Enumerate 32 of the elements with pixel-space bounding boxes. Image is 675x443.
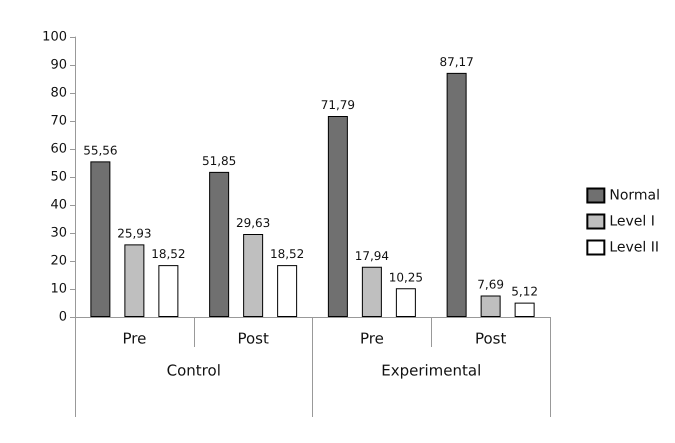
y-tick-label: 30 xyxy=(50,226,67,240)
data-label: 51,85 xyxy=(202,154,236,168)
x-tick-label: Pre xyxy=(360,330,384,348)
y-tick-label: 80 xyxy=(50,86,67,100)
data-label: 17,94 xyxy=(354,248,390,263)
x-tick-label: Post xyxy=(474,330,506,348)
data-label: 10,25 xyxy=(388,270,424,284)
y-tick-label: 40 xyxy=(50,198,67,212)
x-tick-label: Pre xyxy=(122,330,146,348)
y-tick-label: 10 xyxy=(50,282,67,296)
y-tick-label: 70 xyxy=(50,114,67,128)
data-label: 7,69 xyxy=(477,277,504,292)
y-tick-label: 100 xyxy=(42,30,67,44)
data-label: 29,63 xyxy=(236,216,270,230)
text: Experimental xyxy=(381,362,482,380)
x-tick-label: Post xyxy=(237,330,269,348)
legend-label: Normal xyxy=(609,188,660,204)
data-label: 71,79 xyxy=(320,98,356,112)
legend-label: Level I xyxy=(609,214,655,230)
data-label: 18,52 xyxy=(151,247,186,262)
y-tick-label: 20 xyxy=(50,254,67,268)
data-label: 25,93 xyxy=(117,226,152,240)
data-label: 18,52 xyxy=(270,247,304,262)
data-label: 5,12 xyxy=(511,284,538,299)
y-tick-label: 50 xyxy=(50,170,67,184)
y-tick-label: 0 xyxy=(58,310,67,324)
y-tick-label: 90 xyxy=(50,58,67,72)
data-label: 87,17 xyxy=(439,54,474,69)
y-tick-label: 60 xyxy=(50,142,67,156)
text: Control xyxy=(166,362,221,380)
legend-label: Level II xyxy=(609,240,660,256)
data-label: 55,56 xyxy=(83,143,118,158)
